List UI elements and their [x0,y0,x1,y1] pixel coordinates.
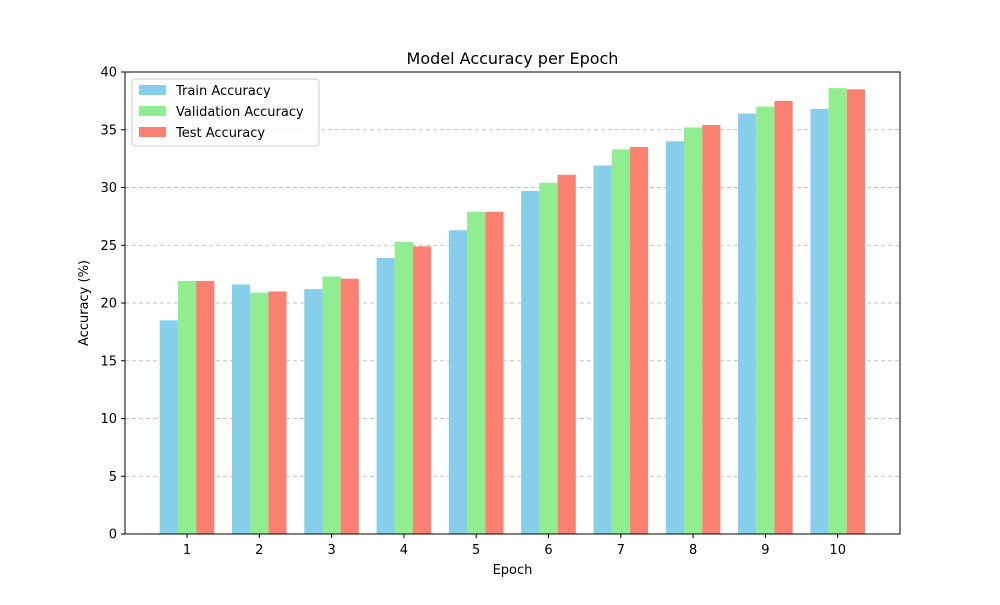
bar-train-accuracy [738,113,757,534]
y-tick-label: 25 [100,239,117,254]
bar-test-accuracy [846,89,865,534]
legend-swatch [139,106,166,116]
legend-label: Validation Accuracy [176,105,304,120]
bar-train-accuracy [304,289,323,534]
bar-train-accuracy [593,165,612,534]
bar-test-accuracy [196,281,215,534]
bars [159,88,865,535]
bar-train-accuracy [376,257,395,534]
bar-test-accuracy [268,291,287,534]
x-axis-label: Epoch [493,563,533,578]
bar-test-accuracy [702,125,721,534]
y-tick-label: 35 [100,123,117,138]
y-tick-label: 0 [109,528,117,543]
bar-validation-accuracy [177,281,197,534]
y-tick-label: 30 [100,181,117,196]
bar-validation-accuracy [539,182,558,534]
bar-validation-accuracy [250,292,269,534]
y-tick-label: 40 [100,66,117,81]
legend-label: Test Accuracy [175,126,265,141]
bar-test-accuracy [774,100,793,534]
y-tick-label: 15 [100,354,117,369]
x-tick-label: 10 [829,543,846,558]
bar-train-accuracy [665,141,684,535]
legend-swatch [139,127,166,137]
x-tick-label: 8 [689,543,697,558]
legend: Train Accuracy Validation Accuracy Test Ac… [131,78,320,147]
x-tick-label: 1 [183,543,191,558]
x-tick-label: 6 [544,543,552,558]
bar-test-accuracy [629,147,649,534]
bar-validation-accuracy [828,88,847,535]
legend-swatch [139,85,166,95]
bar-validation-accuracy [756,106,775,535]
y-axis-label: Accuracy (%) [77,260,92,346]
bar-test-accuracy [340,278,359,534]
x-axis: 1 2 3 4 5 6 7 8 9 10 [183,534,846,558]
x-tick-label: 9 [761,543,769,558]
bar-train-accuracy [232,284,251,534]
bar-train-accuracy [810,108,829,535]
y-tick-label: 10 [100,412,117,427]
chart-title: Model Accuracy per Epoch [407,49,619,68]
bar-train-accuracy [521,190,540,534]
legend-box [131,78,320,147]
y-tick-label: 20 [100,297,117,312]
bar-validation-accuracy [684,127,703,534]
bar-validation-accuracy [394,241,413,534]
bar-validation-accuracy [611,149,630,534]
x-tick-label: 7 [617,543,625,558]
bar-test-accuracy [413,246,432,534]
x-tick-label: 3 [327,543,335,558]
bar-train-accuracy [448,230,468,535]
bar-test-accuracy [557,174,576,535]
y-tick-label: 5 [109,470,117,485]
x-tick-label: 5 [472,543,480,558]
bar-train-accuracy [159,320,178,534]
bar-validation-accuracy [322,276,341,534]
bar-test-accuracy [485,211,504,534]
x-tick-label: 2 [255,543,263,558]
bar-validation-accuracy [467,211,486,534]
y-axis: 0 5 10 15 20 25 30 35 40 [100,66,125,543]
x-tick-label: 4 [400,543,408,558]
legend-label: Train Accuracy [175,84,271,99]
